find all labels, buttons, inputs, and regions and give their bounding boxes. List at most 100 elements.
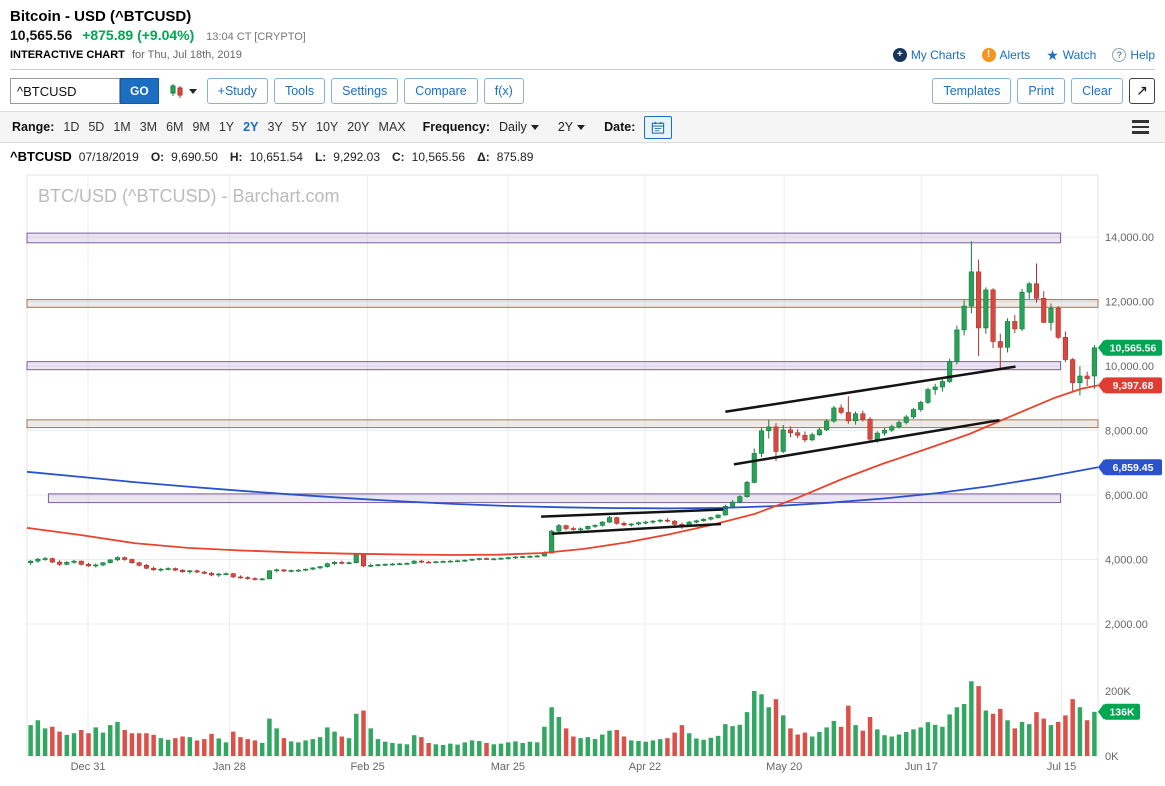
trendlines-layer <box>541 365 1016 535</box>
toolbar-right: Templates Print Clear <box>932 78 1155 104</box>
price-badges-layer: 10,565.56 9,397.68 6,859.45 136K <box>1098 339 1162 720</box>
frequency-label: Frequency: <box>422 120 491 134</box>
range-option-max[interactable]: MAX <box>378 120 406 134</box>
price-chart[interactable]: BTC/USD (^BTCUSD) - Barchart.com 14,000.0… <box>0 169 1165 777</box>
axis-labels-layer: 14,000.00 12,000.00 10,000.00 8,000.00 6,000… <box>71 232 1154 773</box>
range-bar: Range: 1D 5D 1M 3M 6M 9M 1Y 2Y 3Y 5Y 10Y 20Y MAX Fre… <box>0 111 1165 143</box>
candles-layer <box>28 241 1097 581</box>
last-price: 10,565.56 <box>10 27 73 43</box>
svg-text:May 20: May 20 <box>766 761 802 773</box>
candlestick-icon <box>170 84 183 98</box>
range-option-1d[interactable]: 1D <box>63 120 80 134</box>
period-select[interactable]: 2Y <box>558 120 586 134</box>
svg-text:Jan 28: Jan 28 <box>213 761 246 773</box>
toolbar-button-print[interactable]: Print <box>1017 78 1066 104</box>
date-picker-button[interactable] <box>644 115 673 139</box>
range-option-3m[interactable]: 3M <box>139 120 158 134</box>
range-options: 1D 5D 1M 3M 6M 9M 1Y 2Y 3Y 5Y 10Y 20Y MAX <box>63 120 405 134</box>
toolbar-button-compare[interactable]: Compare <box>404 78 478 104</box>
quote-time: 13:04 CT [CRYPTO] <box>206 31 306 43</box>
toolbar-button-study[interactable]: +Study <box>206 78 268 104</box>
range-label: Range: <box>12 120 55 134</box>
alerts-link[interactable]: ! Alerts <box>981 48 1030 62</box>
chart-type-button[interactable] <box>167 81 199 101</box>
ohlc-bar: ^BTCUSD 07/18/2019 O: 9,690.50 H: 10,651… <box>10 149 534 164</box>
symbol-group: GO <box>10 78 159 104</box>
range-option-5y[interactable]: 5Y <box>291 120 308 134</box>
toolbar-right-buttons: Templates Print Clear <box>932 78 1123 104</box>
range-option-9m[interactable]: 9M <box>192 120 210 134</box>
grid-layer: BTC/USD (^BTCUSD) - Barchart.com <box>26 174 1099 757</box>
subheader-row: INTERACTIVE CHART for Thu, Jul 18th, 201… <box>10 48 1155 70</box>
svg-text:6,859.45: 6,859.45 <box>1113 462 1154 474</box>
range-option-3y[interactable]: 3Y <box>267 120 283 134</box>
go-button[interactable]: GO <box>120 78 159 104</box>
watch-link[interactable]: ★ Watch <box>1046 47 1097 63</box>
svg-text:10,565.56: 10,565.56 <box>1110 343 1157 355</box>
range-option-2y[interactable]: 2Y <box>243 120 259 134</box>
fullscreen-button[interactable] <box>1129 78 1155 104</box>
svg-text:Dec 31: Dec 31 <box>71 761 106 773</box>
svg-text:136K: 136K <box>1109 707 1135 719</box>
svg-text:2,000.00: 2,000.00 <box>1105 619 1148 631</box>
high-value: 10,651.54 <box>249 149 303 164</box>
my-charts-icon: + <box>892 48 907 62</box>
chart-watermark: BTC/USD (^BTCUSD) - Barchart.com <box>38 186 339 206</box>
close-value: 10,565.56 <box>411 149 466 164</box>
svg-text:8,000.00: 8,000.00 <box>1105 426 1148 438</box>
range-option-5d[interactable]: 5D <box>88 120 105 134</box>
support-resistance-bands <box>26 232 1099 504</box>
header-links: + My Charts ! Alerts ★ Watch ? Help <box>892 47 1155 63</box>
svg-text:9,397.68: 9,397.68 <box>1113 380 1154 392</box>
svg-text:14,000.00: 14,000.00 <box>1105 232 1154 244</box>
menu-hamburger-icon[interactable] <box>1128 116 1153 138</box>
range-option-10y[interactable]: 10Y <box>316 120 339 134</box>
svg-text:Jul 15: Jul 15 <box>1047 761 1076 773</box>
svg-text:0K: 0K <box>1105 751 1119 763</box>
svg-text:200K: 200K <box>1105 686 1131 698</box>
svg-text:Apr 22: Apr 22 <box>629 761 661 773</box>
alerts-icon: ! <box>981 48 996 62</box>
chevron-down-icon <box>530 124 539 130</box>
chevron-down-icon <box>577 124 586 130</box>
toolbar-button-tools[interactable]: Tools <box>273 78 326 104</box>
symbol-input[interactable] <box>10 78 120 104</box>
svg-text:4,000.00: 4,000.00 <box>1105 555 1148 567</box>
date-label: Date: <box>604 120 636 134</box>
price-change: +875.89 (+9.04%) <box>82 27 195 43</box>
change-value: 875.89 <box>496 149 534 164</box>
svg-text:Mar 25: Mar 25 <box>491 761 525 773</box>
quote-row: 10,565.56 +875.89 (+9.04%) 13:04 CT [CRY… <box>10 27 1155 43</box>
moving-averages-layer <box>26 384 1099 556</box>
header: Bitcoin - USD (^BTCUSD) 10,565.56 +875.8… <box>0 0 1165 70</box>
frequency-select[interactable]: Daily <box>499 120 539 134</box>
my-charts-link[interactable]: + My Charts <box>892 48 966 62</box>
chevron-down-icon <box>188 88 197 94</box>
svg-text:10,000.00: 10,000.00 <box>1105 361 1154 373</box>
toolbar-button-templates[interactable]: Templates <box>932 78 1012 104</box>
range-option-1y[interactable]: 1Y <box>218 120 235 134</box>
volume-layer <box>28 681 1097 756</box>
low-value: 9,292.03 <box>333 149 380 164</box>
toolbar-left-buttons: +Study Tools Settings Compare f(x) <box>206 78 524 104</box>
toolbar-button-clear[interactable]: Clear <box>1071 78 1123 104</box>
help-link[interactable]: ? Help <box>1112 48 1155 62</box>
range-option-20y[interactable]: 20Y <box>347 120 370 134</box>
svg-text:6,000.00: 6,000.00 <box>1105 490 1148 502</box>
range-option-1m[interactable]: 1M <box>113 120 131 134</box>
svg-text:12,000.00: 12,000.00 <box>1105 297 1154 309</box>
open-value: 9,690.50 <box>171 149 218 164</box>
expand-arrow-icon <box>1138 86 1147 95</box>
page-title: Bitcoin - USD (^BTCUSD) <box>10 8 192 25</box>
toolbar-button-settings[interactable]: Settings <box>331 78 399 104</box>
range-option-6m[interactable]: 6M <box>166 120 184 134</box>
ohlc-symbol: ^BTCUSD <box>10 149 72 164</box>
calendar-icon <box>652 121 665 134</box>
ohlc-date: 07/18/2019 <box>78 149 139 164</box>
toolbar-button-fx[interactable]: f(x) <box>483 78 524 104</box>
svg-text:Jun 17: Jun 17 <box>905 761 938 773</box>
svg-text:Feb 25: Feb 25 <box>350 761 384 773</box>
interactive-chart-label: INTERACTIVE CHART for Thu, Jul 18th, 201… <box>10 49 242 61</box>
